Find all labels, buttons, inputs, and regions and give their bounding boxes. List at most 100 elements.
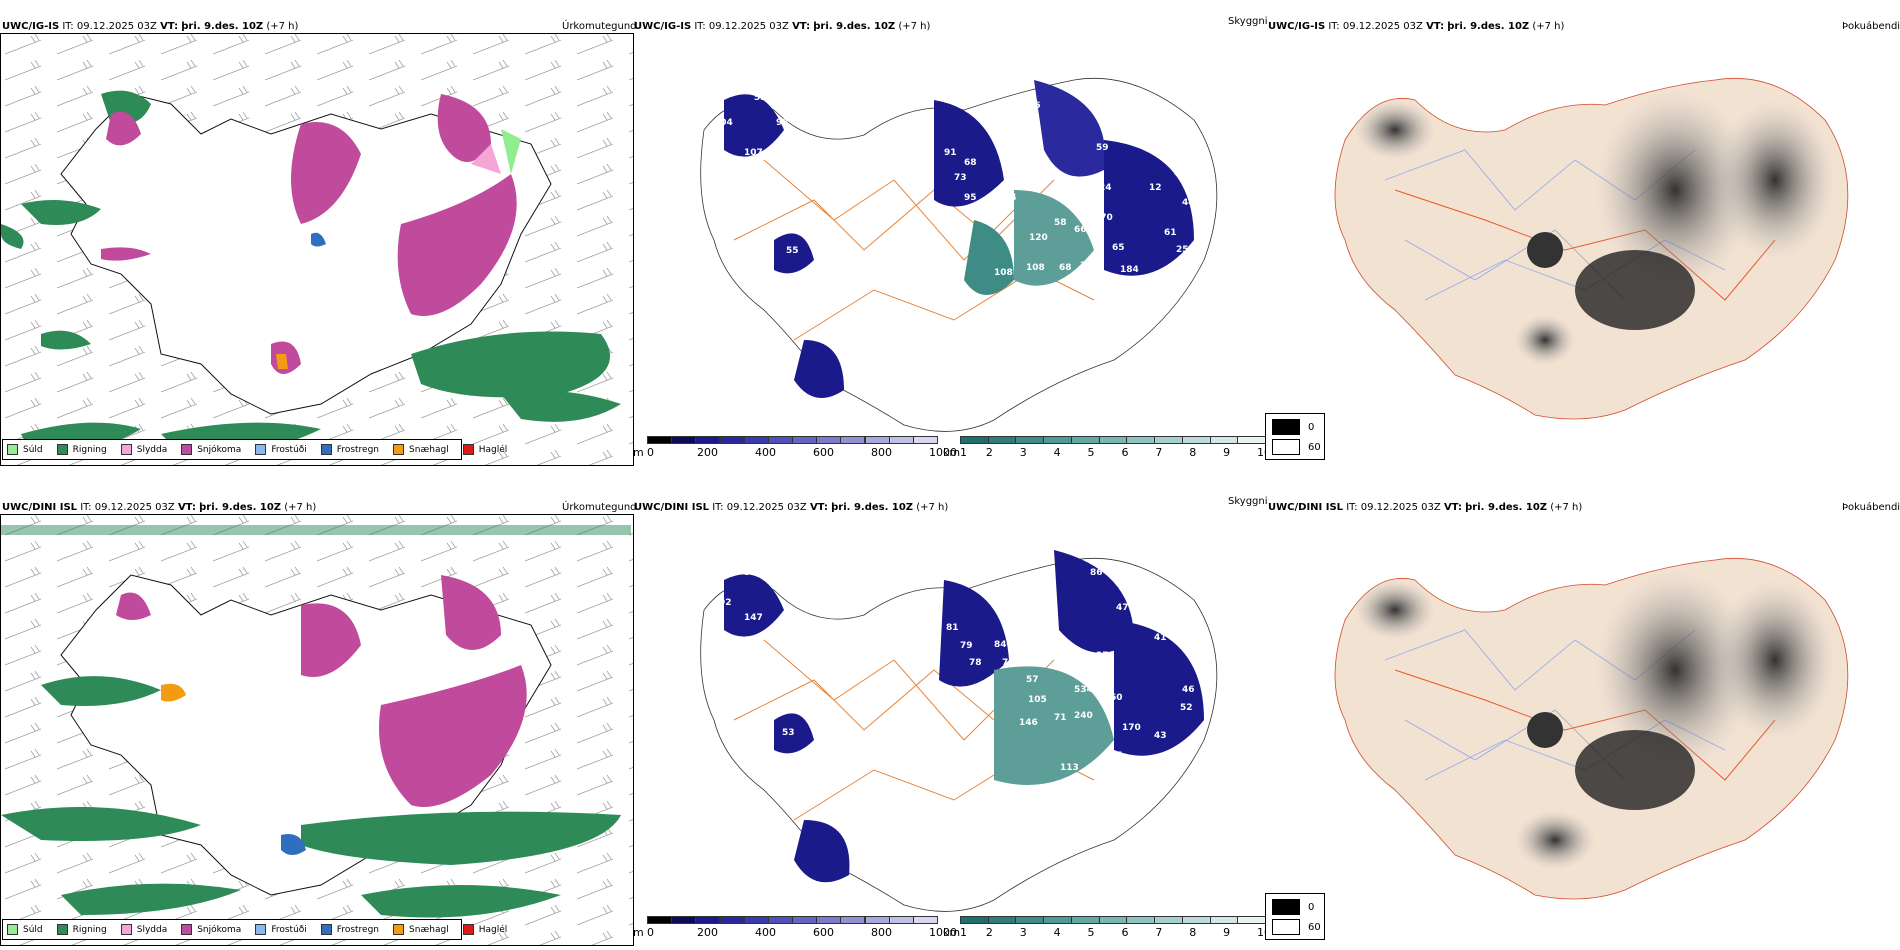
colorbar-tick: 800 <box>871 446 892 459</box>
svg-text:46: 46 <box>1182 685 1195 695</box>
colorbar-tick: 5 <box>1087 446 1095 459</box>
svg-text:104: 104 <box>714 118 733 128</box>
legend-item: Rigning <box>56 924 107 935</box>
colorbar-block <box>1098 436 1128 444</box>
colorbar-tick: 5 <box>1087 926 1095 939</box>
legend-swatch <box>255 924 267 935</box>
colorbar-block <box>792 916 818 924</box>
svg-text:104: 104 <box>774 583 793 593</box>
legend-swatch <box>120 444 132 455</box>
colorbar-block <box>671 436 697 444</box>
svg-text:60: 60 <box>1110 693 1123 703</box>
svg-text:86: 86 <box>1090 568 1103 578</box>
svg-text:120: 120 <box>1029 233 1048 243</box>
colorbar-tick: 7 <box>1155 446 1163 459</box>
visibility-panel-title: UWC/IG-IS IT: 09.12.2025 03Z VT: þri. 9.… <box>634 21 931 32</box>
precip-map <box>1 34 633 465</box>
legend-item: Haglél <box>462 924 507 935</box>
colorbar-block <box>767 916 793 924</box>
precip-map-frame <box>0 33 634 466</box>
fog-type-label: Þokuábendi <box>1842 21 1900 32</box>
svg-text:66: 66 <box>714 563 727 573</box>
colorbar-tick: 9 <box>1223 446 1231 459</box>
svg-text:64: 64 <box>1026 573 1039 583</box>
colorbar-tick: 1000 <box>929 926 957 939</box>
colorbar-block <box>647 436 673 444</box>
svg-text:146: 146 <box>1019 718 1038 728</box>
svg-text:74: 74 <box>1002 658 1015 668</box>
svg-text:534: 534 <box>1074 685 1093 695</box>
precip-map <box>1 515 633 945</box>
colorbar-block <box>743 916 769 924</box>
colorbar-tick: 1000 <box>929 446 957 459</box>
fog-legend-swatch <box>1272 419 1300 435</box>
fog-legend: 0 60 <box>1265 893 1325 940</box>
svg-text:48: 48 <box>1004 113 1017 123</box>
svg-text:46: 46 <box>1004 588 1017 598</box>
svg-text:170: 170 <box>1122 723 1141 733</box>
svg-text:35: 35 <box>1144 143 1157 153</box>
svg-text:41: 41 <box>1154 633 1167 643</box>
precip-panel-title: UWC/DINI ISL IT: 09.12.2025 03Z VT: þri.… <box>2 502 317 513</box>
svg-text:239: 239 <box>1092 675 1111 685</box>
colorbar-block <box>719 916 745 924</box>
colorbar-tick: 4 <box>1053 446 1061 459</box>
colorbar-block <box>767 436 793 444</box>
legend-swatch <box>320 444 332 455</box>
visibility-colorbar: km 1 2 3 4 5 6 7 8 9 10 <box>943 436 1271 459</box>
colorbar-block <box>888 436 914 444</box>
svg-text:113: 113 <box>1060 763 1079 773</box>
colorbar-block <box>864 436 890 444</box>
colorbar-tick: 7 <box>1155 926 1163 939</box>
svg-text:73: 73 <box>954 173 967 183</box>
precip-map-frame <box>0 514 634 946</box>
colorbar-block <box>1237 916 1266 924</box>
svg-text:24: 24 <box>1099 183 1112 193</box>
fog-legend-swatch <box>1272 439 1300 455</box>
svg-text:29: 29 <box>1080 261 1093 271</box>
precip-panel-title: UWC/IG-IS IT: 09.12.2025 03Z VT: þri. 9.… <box>2 21 299 32</box>
svg-text:41: 41 <box>914 848 927 858</box>
colorbar-block <box>1181 916 1211 924</box>
legend-swatch <box>181 924 193 935</box>
colorbar-block <box>1209 436 1239 444</box>
svg-text:53: 53 <box>1114 301 1127 311</box>
colorbar-block <box>1043 916 1072 924</box>
svg-text:66: 66 <box>1028 101 1041 111</box>
colorbar-tick: 1 <box>960 926 967 939</box>
fog-type-label: Þokuábendi <box>1842 502 1900 513</box>
cloud-base-colorbar: m 0 200 400 600 800 1000 <box>633 436 957 459</box>
colorbar-tick: 200 <box>697 446 718 459</box>
svg-text:88: 88 <box>1044 638 1057 648</box>
colorbar-block <box>1237 436 1266 444</box>
legend-item: Haglél <box>462 444 507 455</box>
precip-type-label: Úrkomutegund <box>562 502 637 513</box>
svg-text:98: 98 <box>1084 95 1097 105</box>
colorbar-tick: 2 <box>985 446 993 459</box>
colorbar-block <box>1098 916 1128 924</box>
legend-item: Súld <box>7 444 43 455</box>
legend-item: Slydda <box>120 924 167 935</box>
svg-text:47: 47 <box>1116 603 1129 613</box>
colorbar-tick: 3 <box>1019 446 1027 459</box>
svg-text:134: 134 <box>912 363 931 373</box>
colorbar-tick: 600 <box>813 446 834 459</box>
svg-text:61: 61 <box>1164 228 1177 238</box>
svg-text:85: 85 <box>1100 283 1113 293</box>
cloud-base-labels: 55 53 108 104 92 107 91 68 73 95 94 76 6… <box>714 93 1195 393</box>
svg-text:69: 69 <box>1139 288 1152 298</box>
colorbar-block <box>1154 436 1183 444</box>
legend-swatch <box>255 444 267 455</box>
svg-text:069: 069 <box>904 343 923 353</box>
svg-text:44: 44 <box>1182 198 1195 208</box>
svg-text:108: 108 <box>1026 263 1045 273</box>
precip-type-label: Úrkomutegund <box>562 21 637 32</box>
visibility-map: 55 53 108 104 92 107 91 68 73 95 94 76 6… <box>700 77 1218 432</box>
legend-swatch <box>56 444 68 455</box>
svg-text:43: 43 <box>1154 731 1167 741</box>
svg-text:41: 41 <box>1181 631 1194 641</box>
svg-text:92: 92 <box>719 598 732 608</box>
legend-swatch <box>320 924 332 935</box>
legend-swatch <box>462 924 474 935</box>
svg-text:91: 91 <box>944 148 957 158</box>
